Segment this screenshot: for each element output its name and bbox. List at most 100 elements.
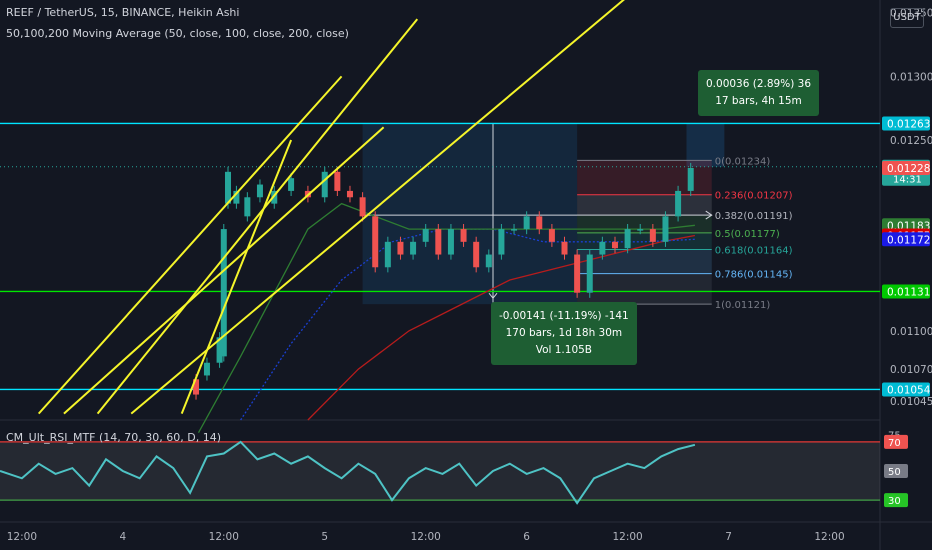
line-price-label: 0.01054 (887, 384, 931, 396)
measure-up-line1: 0.00036 (2.89%) 36 (706, 78, 812, 90)
fib-level-label: 0.618(0.01164) (715, 245, 793, 256)
measure-right-arrow (705, 210, 713, 220)
rsi-tick-bg (884, 493, 908, 508)
candle-body (224, 171, 231, 204)
candle-body (485, 254, 492, 268)
line-price-label-bg (882, 116, 930, 131)
candle-body (687, 168, 694, 191)
price-tick-label: 0.01070 (890, 364, 932, 376)
rsi-band (0, 441, 880, 501)
rsi-tick-label: 30 (888, 496, 901, 507)
time-tick-label: 12:00 (411, 531, 441, 543)
candle-body (460, 229, 467, 242)
measure-down-line1: -0.00141 (-11.19%) -141 (499, 310, 629, 322)
line-price-label-bg (882, 382, 930, 397)
candle-body (372, 216, 379, 268)
candle-body (359, 197, 366, 217)
candle-body (422, 229, 429, 242)
measure-up-area (686, 123, 725, 167)
candle-body (334, 171, 341, 191)
trendline (63, 126, 385, 415)
candle-body (561, 241, 568, 255)
candle-body (536, 216, 543, 230)
trendline (96, 18, 419, 415)
candle-body (193, 379, 200, 395)
measure-down-line3: Vol 1.105B (535, 344, 593, 356)
measure-down-arrow (488, 292, 498, 299)
measure-down-area (362, 123, 578, 305)
time-tick-label: 6 (523, 531, 530, 543)
trendline (130, 0, 625, 415)
candle-body (649, 229, 656, 242)
fib-level-label: 0.786(0.01145) (715, 270, 793, 281)
fib-zone (577, 232, 712, 250)
line-price-label-bg (882, 284, 930, 299)
candle-body (220, 229, 227, 357)
fib-level-label: 1(0.01121) (715, 300, 771, 311)
fib-zone (577, 194, 712, 216)
price-tick-label: 0.01300 (890, 71, 932, 83)
time-axis: 12:00 4 12:00 5 12:00 6 12:00 7 12:00 (7, 531, 845, 543)
price-label-bg (882, 232, 930, 247)
price-tick-label: 0.01250 (890, 135, 932, 147)
fib-level-label: 0.5(0.01177) (715, 229, 780, 240)
candle-body (675, 190, 682, 217)
time-tick-label: 12:00 (814, 531, 844, 543)
rsi-line (0, 440, 696, 505)
candle-body (586, 254, 593, 293)
candle-body (203, 362, 210, 376)
price-label-bg (882, 161, 930, 175)
candle-body (662, 216, 669, 242)
candle-body (256, 184, 263, 198)
candle-body (288, 178, 295, 191)
candle-body (624, 229, 631, 249)
ma200-line (307, 234, 696, 421)
currency-button[interactable]: USDT (890, 8, 924, 28)
candle-body (511, 229, 518, 231)
measure-down-box: -0.00141 (-11.19%) -141 170 bars, 1d 18h… (491, 302, 637, 365)
time-tick-label: 4 (119, 531, 126, 543)
fib-level-label: 0(0.01234) (715, 156, 771, 167)
fib-zone (577, 249, 712, 274)
candle-body (216, 337, 223, 363)
candle-body (384, 241, 391, 268)
candle-body (611, 241, 618, 249)
price-pane: 0(0.01234) 0.236(0.01207) 0.382(0.01191) 0.… (0, 0, 880, 434)
rsi-legend[interactable]: CM_Ult_RSI_MTF (14, 70, 30, 60, D, 14) (6, 431, 221, 444)
candle-body (233, 190, 240, 204)
fib-level-label: 0.382(0.01191) (715, 211, 793, 222)
candle-body (346, 190, 353, 198)
candle-body (498, 229, 505, 255)
price-label-sub: 14:31 (893, 175, 922, 186)
rsi-tick-label: 70 (888, 438, 901, 449)
candle-body (410, 241, 417, 255)
measure-down-line2: 170 bars, 1d 18h 30m (505, 327, 623, 339)
candle-body (574, 254, 581, 293)
candle-body (447, 229, 454, 255)
candle-body (637, 229, 644, 231)
candle-body (473, 241, 480, 268)
measure-up-box: 0.00036 (2.89%) 36 17 bars, 4h 15m (698, 70, 820, 116)
fib-level-label: 0.236(0.01207) (715, 191, 793, 202)
candle-body (599, 241, 606, 255)
fib-zone (577, 273, 712, 305)
price-label: 0.01228 (887, 163, 930, 175)
rsi-pane: 75705030 (0, 431, 908, 508)
trendline (37, 75, 343, 415)
line-price-label: 0.01263 (887, 118, 930, 130)
candle-body (523, 216, 530, 230)
candle-body (321, 171, 328, 198)
time-tick-label: 12:00 (7, 531, 37, 543)
candle-body (435, 229, 442, 255)
rsi-tick-bg (884, 434, 908, 449)
price-tick-label: 0.01100 (890, 326, 932, 338)
fib-zone (577, 215, 712, 233)
rsi-tick-label: 50 (888, 467, 901, 478)
ma-legend[interactable]: 50,100,200 Moving Average (50, close, 10… (6, 27, 349, 40)
symbol-legend[interactable]: REEF / TetherUS, 15, BINANCE, Heikin Ash… (6, 6, 240, 19)
candle-body (244, 197, 251, 217)
price-tick-label: 0.01045 (890, 396, 932, 408)
price-label: 0.01172 (887, 234, 930, 246)
time-tick-label: 7 (725, 531, 732, 543)
time-tick-label: 5 (321, 531, 328, 543)
